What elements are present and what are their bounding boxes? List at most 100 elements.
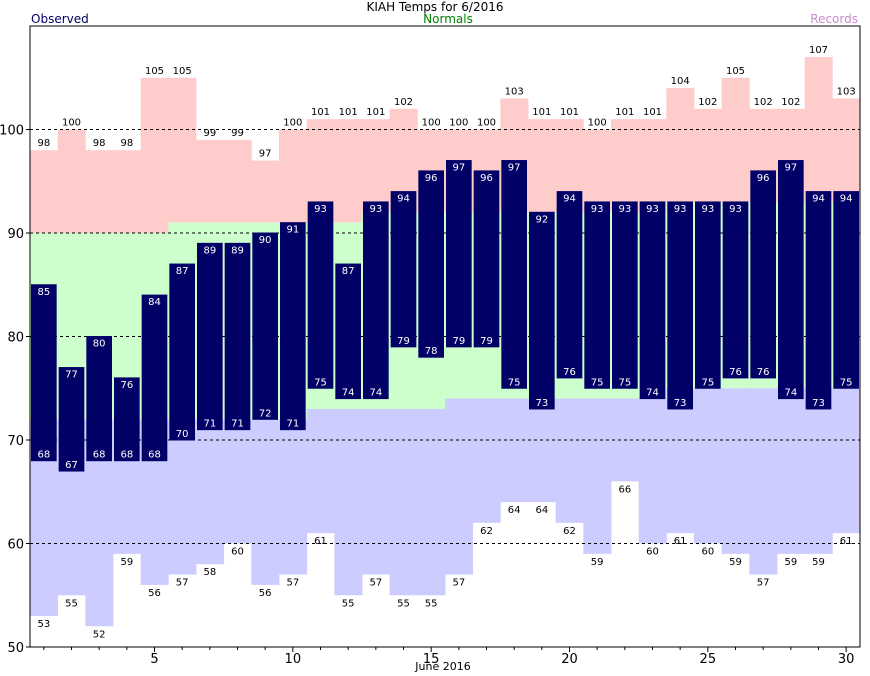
observed-bar <box>141 294 168 462</box>
record-low-label: 61 <box>840 536 853 547</box>
observed-low-label: 71 <box>286 419 299 430</box>
x-tick-label: 25 <box>700 652 717 667</box>
record-low-band <box>749 388 778 575</box>
observed-low-label: 68 <box>148 450 161 461</box>
record-low-label: 59 <box>729 557 742 568</box>
observed-bar <box>473 170 500 348</box>
record-high-band <box>279 129 308 223</box>
observed-bar <box>695 201 721 389</box>
record-high-band <box>832 98 861 202</box>
record-low-band <box>417 408 446 596</box>
record-high-label: 99 <box>231 128 244 139</box>
y-tick-label: 80 <box>7 331 24 346</box>
record-low-band <box>362 408 391 575</box>
observed-high-label: 94 <box>563 194 576 205</box>
observed-low-label: 71 <box>203 419 216 430</box>
observed-bar <box>833 191 859 389</box>
record-high-band <box>334 119 363 223</box>
record-high-band <box>113 150 142 233</box>
observed-low-label: 74 <box>646 388 659 399</box>
legend-observed: Observed <box>31 12 89 26</box>
record-low-label: 57 <box>452 578 465 589</box>
record-low-band <box>832 388 861 534</box>
record-low-band <box>168 419 197 575</box>
observed-bar <box>114 377 140 462</box>
observed-low-label: 79 <box>397 336 410 347</box>
observed-high-label: 97 <box>508 163 521 174</box>
chart-title: KIAH Temps for 6/2016 <box>366 0 504 14</box>
record-low-band <box>389 408 418 596</box>
x-tick-label: 30 <box>838 652 855 667</box>
observed-bar <box>639 201 666 400</box>
observed-low-label: 73 <box>535 398 548 409</box>
record-high-label: 101 <box>643 107 662 118</box>
record-low-label: 64 <box>508 505 521 516</box>
observed-low-label: 75 <box>618 377 631 388</box>
observed-high-label: 84 <box>148 297 161 308</box>
record-low-label: 61 <box>674 536 687 547</box>
observed-high-label: 96 <box>425 173 438 184</box>
record-high-label: 101 <box>339 107 358 118</box>
record-low-label: 57 <box>286 578 299 589</box>
record-low-label: 55 <box>425 598 438 609</box>
observed-high-label: 93 <box>369 204 382 215</box>
observed-bar <box>86 336 113 462</box>
legend-normals: Normals <box>423 12 473 26</box>
record-low-band <box>583 398 612 554</box>
observed-high-label: 87 <box>342 266 355 277</box>
record-high-label: 99 <box>203 128 216 139</box>
observed-low-label: 68 <box>37 450 50 461</box>
record-high-label: 107 <box>809 45 828 56</box>
observed-bar <box>529 211 555 410</box>
record-low-band <box>223 419 252 544</box>
record-high-band <box>583 129 612 213</box>
observed-high-label: 92 <box>535 214 548 225</box>
record-high-label: 100 <box>588 118 607 129</box>
observed-high-label: 96 <box>757 173 770 184</box>
observed-low-label: 75 <box>314 377 327 388</box>
observed-bar <box>722 201 749 379</box>
record-high-label: 101 <box>560 107 579 118</box>
observed-bar <box>778 160 804 400</box>
x-tick-label: 20 <box>561 652 578 667</box>
record-low-label: 52 <box>93 629 106 640</box>
observed-high-label: 93 <box>674 204 687 215</box>
observed-bar <box>390 191 417 348</box>
record-high-label: 102 <box>394 97 413 108</box>
record-high-label: 102 <box>781 97 800 108</box>
record-low-label: 61 <box>314 536 327 547</box>
record-low-label: 57 <box>369 578 382 589</box>
observed-low-label: 75 <box>701 377 714 388</box>
y-tick-label: 70 <box>7 434 24 449</box>
observed-high-label: 97 <box>452 163 465 174</box>
observed-high-label: 80 <box>93 339 106 350</box>
observed-low-label: 75 <box>840 377 853 388</box>
legend-records: Records <box>810 12 858 26</box>
record-low-band <box>251 419 280 585</box>
observed-bar <box>169 263 195 441</box>
observed-bar <box>307 201 334 389</box>
observed-low-label: 68 <box>93 450 106 461</box>
observed-bar <box>363 201 389 400</box>
observed-low-label: 73 <box>812 398 825 409</box>
observed-low-label: 76 <box>757 367 770 378</box>
observed-high-label: 93 <box>314 204 327 215</box>
record-high-band <box>694 108 723 202</box>
observed-low-label: 75 <box>508 377 521 388</box>
y-tick-label: 90 <box>7 227 24 242</box>
record-low-label: 60 <box>231 547 244 558</box>
record-low-label: 62 <box>480 526 493 537</box>
observed-high-label: 93 <box>591 204 604 215</box>
record-high-label: 98 <box>37 138 50 149</box>
record-low-band <box>638 398 667 544</box>
record-high-label: 97 <box>259 149 272 160</box>
observed-bar <box>667 201 693 410</box>
observed-high-label: 94 <box>812 194 825 205</box>
record-low-label: 62 <box>563 526 576 537</box>
observed-high-label: 89 <box>203 245 216 256</box>
record-high-band <box>251 160 280 223</box>
observed-low-label: 70 <box>176 429 189 440</box>
observed-low-label: 74 <box>342 388 355 399</box>
x-tick-label: 5 <box>150 652 158 667</box>
record-high-label: 101 <box>366 107 385 118</box>
